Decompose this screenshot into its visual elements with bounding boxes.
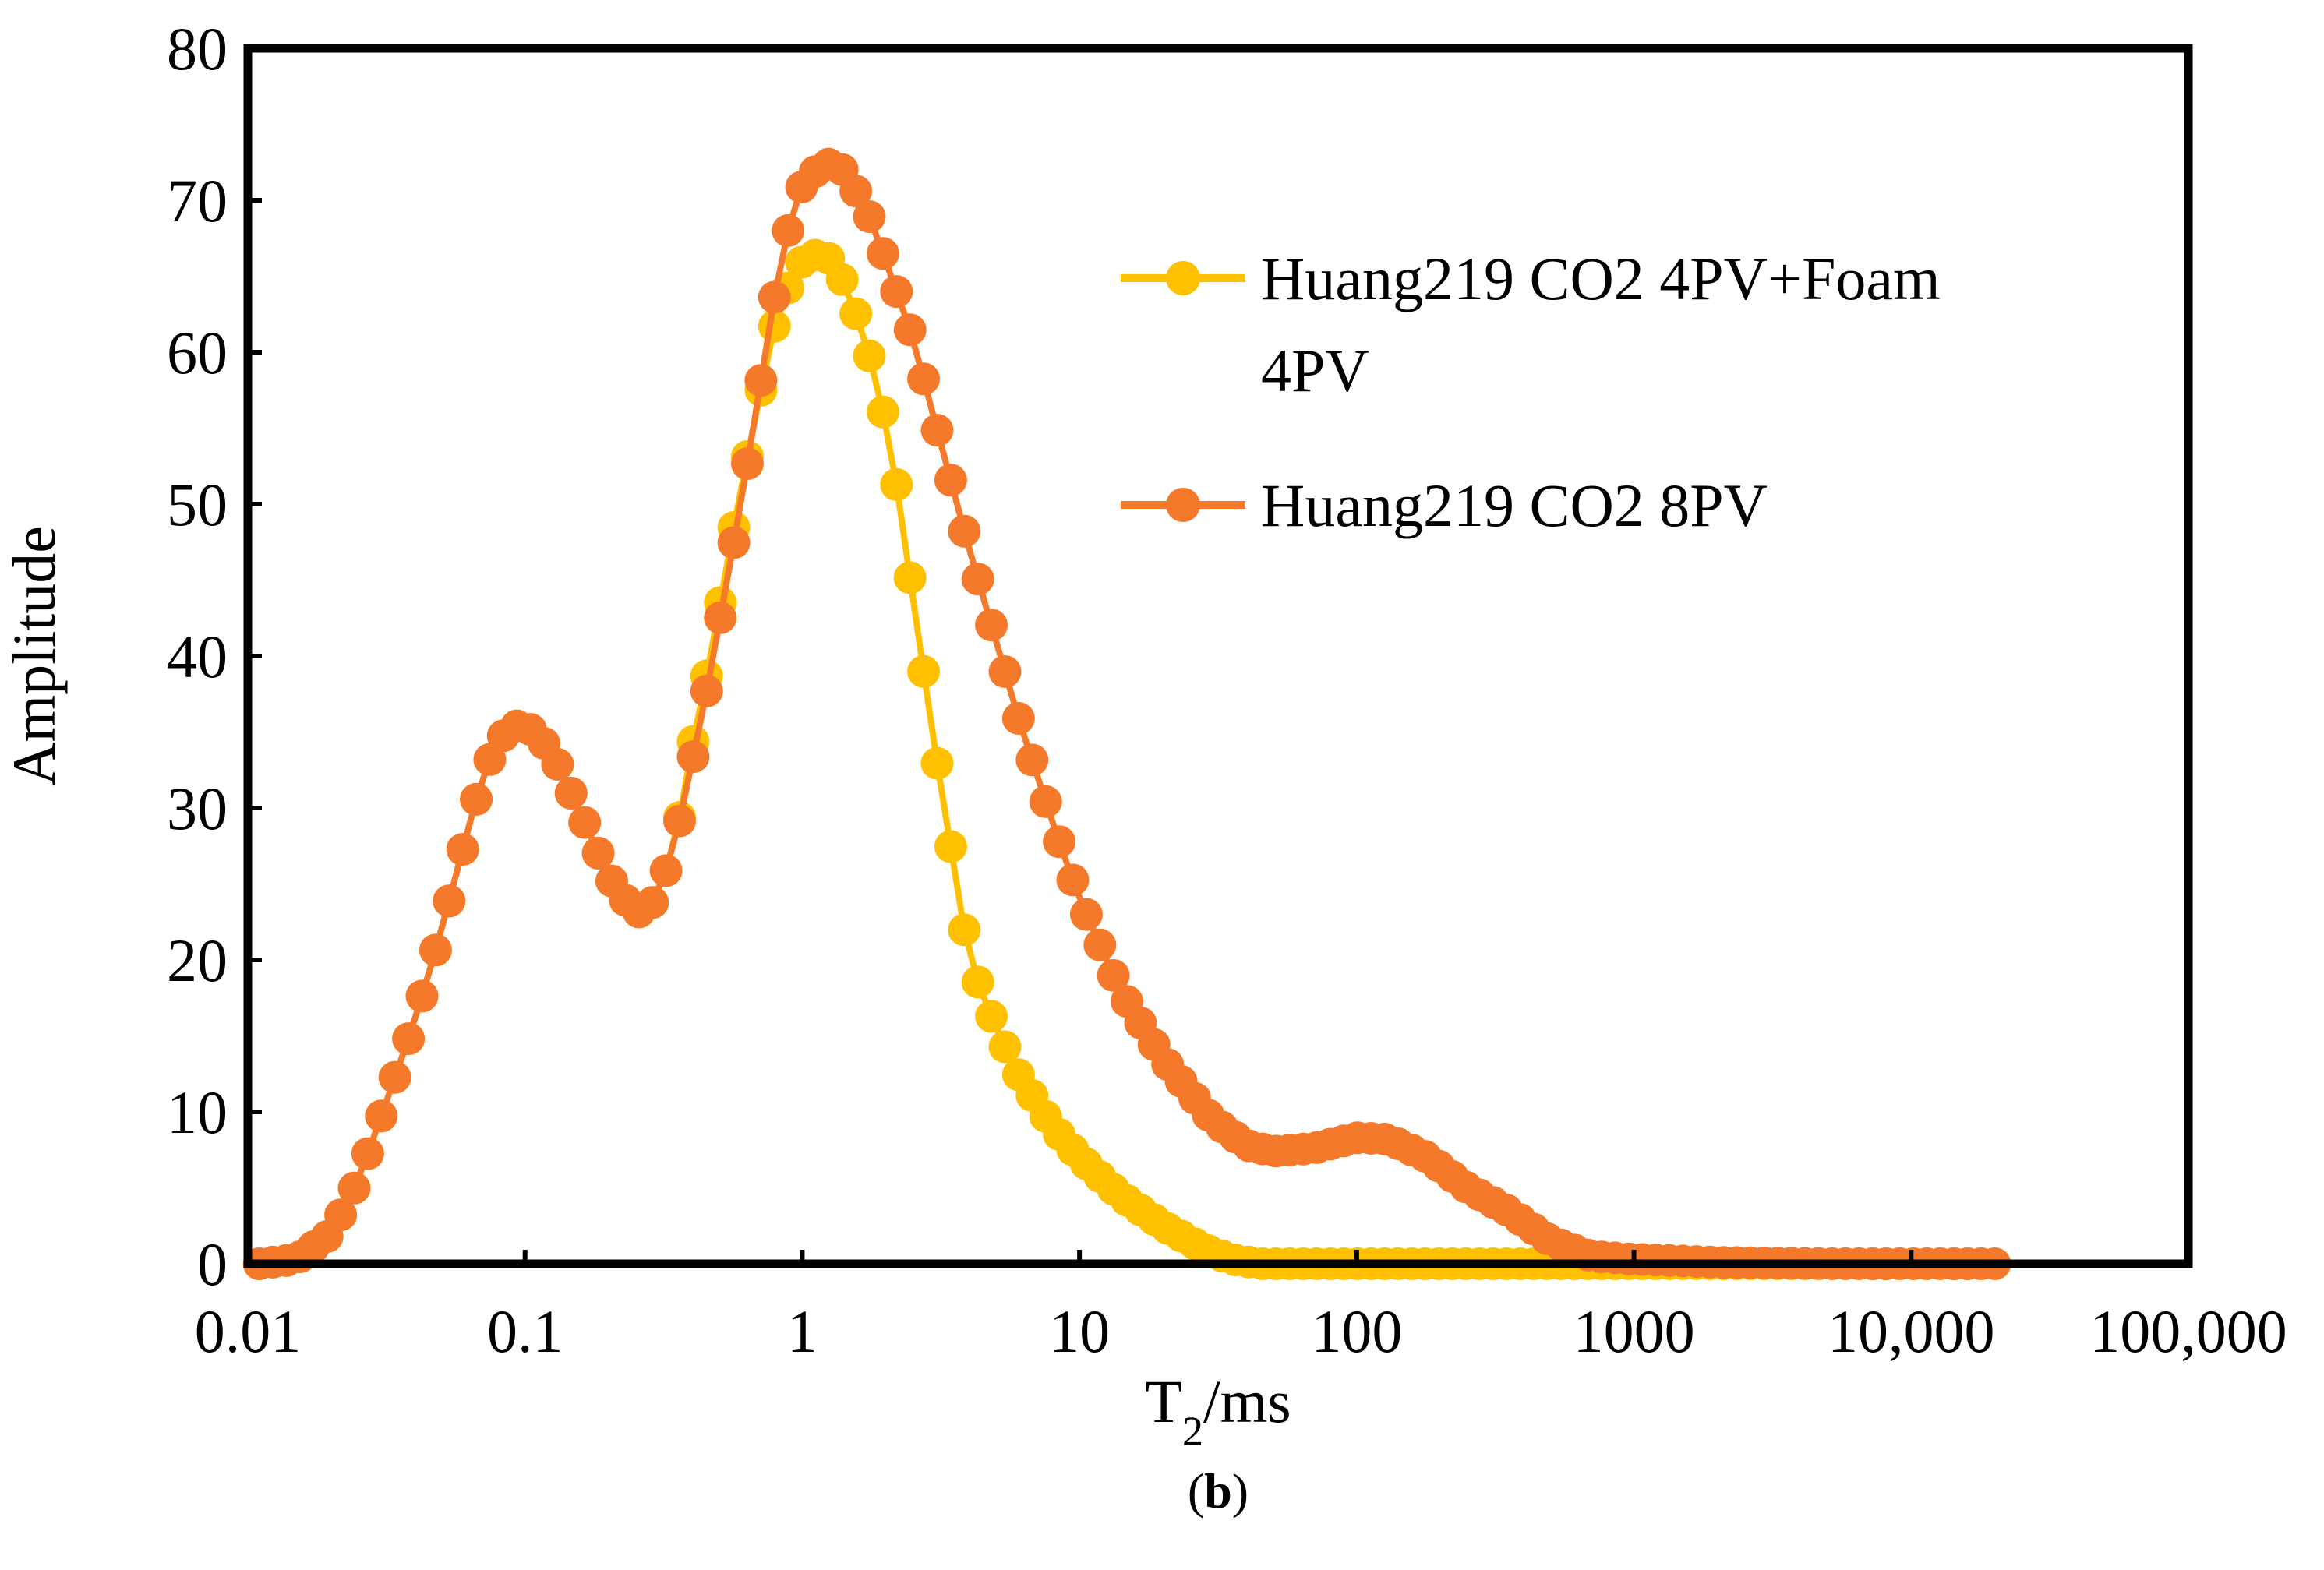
legend-marker [1166, 261, 1200, 295]
data-point [866, 237, 899, 270]
data-point [893, 561, 927, 594]
data-point [961, 965, 994, 999]
data-point [460, 782, 493, 816]
data-point [690, 674, 723, 707]
x-tick-label: 0.1 [487, 1297, 563, 1365]
data-point [866, 395, 899, 429]
data-point [1029, 785, 1062, 818]
x-tick-label: 100,000 [2089, 1297, 2287, 1365]
data-point [880, 275, 913, 309]
legend-label: 4PV [1261, 337, 1369, 404]
y-tick-label: 80 [167, 15, 228, 83]
data-point [365, 1099, 398, 1133]
data-point [772, 213, 805, 247]
data-point [853, 339, 886, 372]
data-point [1015, 743, 1049, 777]
data-point [731, 447, 764, 481]
figure-caption: (b) [1188, 1463, 1249, 1519]
data-point [568, 806, 602, 839]
data-point [378, 1060, 411, 1094]
data-point [934, 830, 967, 863]
x-axis-title-unit: /ms [1203, 1367, 1291, 1435]
data-point [419, 933, 452, 967]
data-point [446, 833, 479, 866]
data-point [907, 654, 941, 688]
data-point [839, 175, 873, 208]
data-point [554, 777, 588, 810]
data-point [704, 601, 737, 634]
x-tick-label: 1 [787, 1297, 818, 1365]
data-point [853, 200, 886, 233]
data-point [920, 414, 954, 447]
data-point [541, 748, 574, 781]
x-axis-title: T2/ms [1145, 1367, 1291, 1455]
data-point [663, 804, 696, 838]
x-tick-label: 100 [1311, 1297, 1402, 1365]
y-tick-label: 40 [167, 623, 228, 690]
data-point [337, 1171, 371, 1205]
caption-letter: b [1204, 1463, 1232, 1519]
y-tick-label: 50 [167, 471, 228, 538]
data-point [907, 362, 941, 396]
x-axis: 0.01 0.1 1 10 100 1000 10,000 100,000 [195, 1250, 2287, 1365]
data-point [433, 884, 466, 918]
data-point [581, 836, 615, 870]
data-point [1056, 863, 1090, 897]
data-point [975, 609, 1008, 642]
y-axis-title: Amplitude [0, 526, 68, 786]
x-tick-label: 10,000 [1828, 1297, 1995, 1365]
data-point [825, 263, 859, 296]
legend-label: Huang219 CO2 8PV [1261, 471, 1768, 539]
data-point [893, 313, 927, 347]
data-point [988, 1030, 1022, 1064]
x-tick-label: 10 [1049, 1297, 1110, 1365]
data-point [758, 280, 791, 314]
legend: Huang219 CO2 4PV+Foam 4PV Huang219 CO2 8PV [1121, 245, 1941, 539]
data-point [975, 1000, 1008, 1033]
data-point [473, 743, 507, 776]
y-tick-label: 30 [167, 774, 228, 842]
data-point [1001, 702, 1035, 735]
data-point [324, 1198, 358, 1232]
data-point [880, 467, 913, 501]
data-point [717, 526, 751, 559]
y-tick-label: 60 [167, 319, 228, 386]
y-axis: 0 10 20 30 40 50 60 70 80 [167, 15, 262, 1298]
data-point [948, 913, 981, 947]
data-point [934, 464, 967, 497]
data-point [1097, 958, 1130, 992]
data-point [1083, 928, 1117, 961]
legend-marker [1166, 488, 1200, 522]
x-axis-title-main: T [1145, 1367, 1182, 1435]
data-point [1069, 898, 1103, 931]
data-point [744, 364, 778, 397]
x-tick-label: 1000 [1573, 1297, 1695, 1365]
x-tick-label: 0.01 [195, 1297, 302, 1365]
y-tick-label: 0 [197, 1230, 228, 1298]
data-point [1043, 825, 1076, 859]
data-point [351, 1137, 384, 1170]
y-tick-label: 20 [167, 926, 228, 994]
data-point [961, 563, 994, 596]
x-axis-title-subscript: 2 [1182, 1408, 1203, 1455]
y-tick-label: 70 [167, 167, 228, 235]
y-tick-label: 10 [167, 1078, 228, 1146]
data-point [988, 655, 1022, 688]
data-point [839, 297, 873, 330]
caption-close-paren: ) [1232, 1463, 1249, 1519]
data-point [920, 746, 954, 780]
data-point [636, 886, 669, 919]
data-point [649, 854, 683, 887]
data-point [405, 979, 439, 1013]
data-point [948, 514, 981, 548]
data-point [392, 1022, 426, 1056]
legend-label: Huang219 CO2 4PV+Foam [1261, 245, 1941, 312]
data-point [676, 740, 710, 774]
caption-open-paren: ( [1188, 1463, 1204, 1519]
